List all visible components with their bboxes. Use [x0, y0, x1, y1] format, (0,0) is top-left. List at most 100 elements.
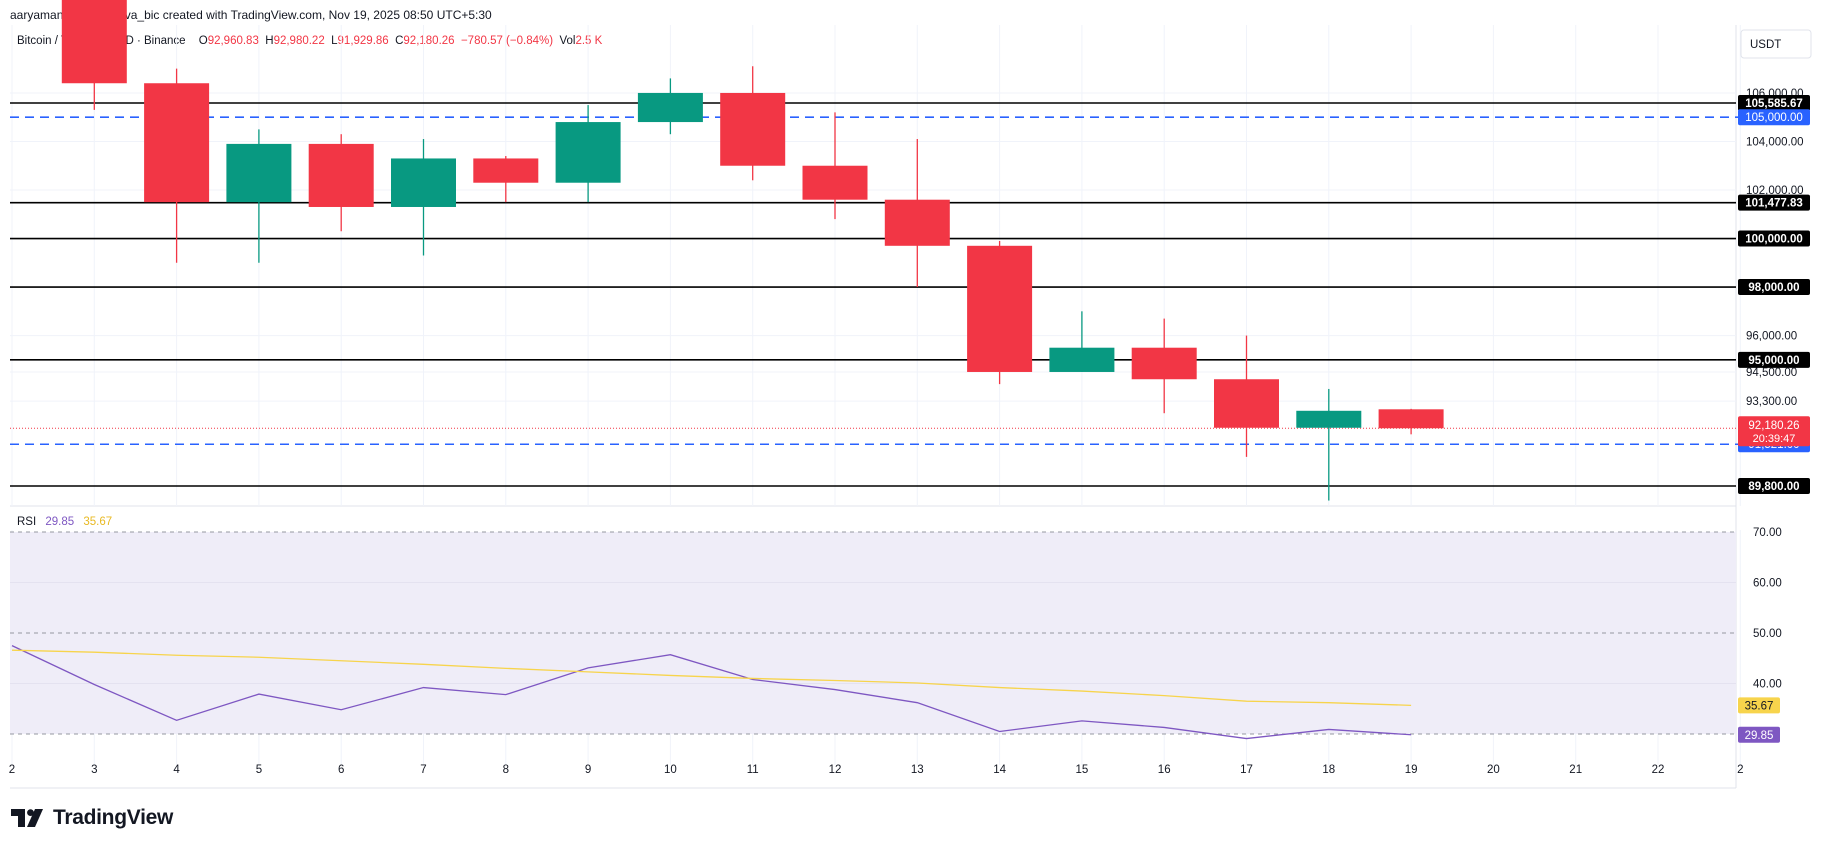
low-label: L	[331, 35, 338, 47]
time-tick-label: 12	[829, 764, 842, 776]
level-label: 101,477.83	[1745, 198, 1803, 210]
currency-label: USDT	[1750, 39, 1781, 51]
axis-layer: 106,000.00104,000.00102,000.0096,000.009…	[9, 29, 1812, 776]
rsi-band	[10, 532, 1736, 734]
rsi-tick-label: 40.00	[1753, 679, 1782, 691]
level-label-box	[1738, 478, 1810, 494]
time-tick-label: 13	[911, 764, 924, 776]
rsi-name[interactable]: RSI	[17, 516, 37, 528]
rsi-ma-value-label: 35.67	[1745, 700, 1774, 712]
rsi-legend: RSI 29.85 35.67	[17, 516, 112, 528]
rsi-tick-label: 50.00	[1753, 628, 1782, 640]
candle-body	[473, 158, 539, 183]
candle-body	[967, 245, 1033, 372]
low-value: 91,929.86	[337, 35, 389, 47]
time-tick-label: 22	[1652, 764, 1665, 776]
time-tick-label: 4	[173, 764, 180, 776]
open-value: 92,960.83	[207, 35, 259, 47]
time-tick-label: 10	[664, 764, 677, 776]
time-tick-label: 2	[9, 764, 15, 776]
current-price-box	[1738, 416, 1810, 447]
candle-body	[1049, 347, 1115, 372]
level-label: 98,000.00	[1748, 282, 1799, 294]
candle-body	[1378, 409, 1444, 429]
time-tick-label: 18	[1322, 764, 1335, 776]
chart-credit: aaryamann_shrivastava_bic created with T…	[10, 8, 492, 22]
price-tick-label: 93,300.00	[1746, 396, 1797, 408]
price-tick-label: 96,000.00	[1746, 331, 1797, 343]
dashed-label-box	[1738, 109, 1810, 126]
level-label-box	[1738, 194, 1810, 211]
candle-body	[61, 0, 127, 84]
level-label-box	[1738, 95, 1810, 111]
time-tick-label: 11	[747, 764, 759, 776]
dashed-level-label: 105,000.00	[1745, 112, 1803, 124]
close-value: 92,180.26	[403, 35, 455, 47]
candle-body	[884, 199, 950, 246]
level-label: 89,800.00	[1748, 481, 1799, 493]
candle-body	[144, 83, 210, 203]
price-tick-label: 104,000.00	[1746, 136, 1804, 148]
time-tick-label: 7	[420, 764, 426, 776]
candle-body	[1131, 347, 1197, 380]
time-tick-label: 14	[993, 764, 1006, 776]
price-tick-label: 102,000.00	[1746, 185, 1804, 197]
candle-body	[391, 158, 456, 207]
level-label-box	[1738, 351, 1810, 368]
time-tick-label: 8	[503, 764, 509, 776]
countdown-label: 20:39:47	[1753, 433, 1796, 445]
change-value: −780.57 (−0.84%)	[460, 35, 554, 47]
rsi-tick-label: 70.00	[1753, 527, 1782, 539]
rsi-ma-value-box	[1738, 697, 1780, 714]
time-tick-label: 20	[1487, 764, 1500, 776]
rsi-band-layer	[10, 531, 1736, 735]
time-tick-label: 3	[91, 764, 97, 776]
time-tick-label: 6	[338, 764, 344, 776]
rsi-line	[11, 645, 1412, 740]
level-label-box	[1738, 279, 1810, 296]
time-tick-label: 5	[256, 764, 262, 776]
high-value: 92,980.22	[273, 35, 325, 47]
rsi-layer	[11, 645, 1412, 740]
candles-layer	[61, 0, 1444, 501]
rsi-ma-line	[11, 649, 1412, 707]
time-tick-label: 15	[1076, 764, 1089, 776]
time-tick-label: 9	[585, 764, 591, 776]
candle-body	[1214, 379, 1279, 428]
level-lines-layer	[10, 102, 1786, 487]
rsi-value-label: 29.85	[1745, 730, 1774, 742]
chart-canvas[interactable]: 106,000.00104,000.00102,000.0096,000.009…	[0, 0, 1825, 800]
candle-body	[637, 92, 703, 123]
rsi-tick-label: 60.00	[1753, 578, 1782, 590]
tradingview-logo-icon	[11, 809, 43, 827]
currency-box	[1740, 29, 1812, 59]
candle-body	[308, 143, 374, 207]
time-tick-label: 19	[1405, 764, 1418, 776]
rsi-value: 29.85	[45, 516, 75, 528]
tradingview-logo[interactable]: TradingView	[11, 806, 173, 830]
candle-body	[720, 92, 786, 166]
level-label: 95,000.00	[1748, 355, 1799, 367]
time-tick-label: 2	[1737, 764, 1743, 776]
rsi-ma-value: 35.67	[83, 516, 113, 528]
time-tick-label: 17	[1240, 764, 1253, 776]
open-label: O	[198, 35, 208, 47]
candle-body	[555, 122, 621, 183]
time-tick-label: 16	[1158, 764, 1171, 776]
level-label: 100,000.00	[1745, 234, 1803, 246]
candle-body	[226, 143, 292, 203]
rsi-value-box	[1738, 726, 1780, 743]
vol-value: 2.5 K	[575, 35, 603, 47]
close-label: C	[395, 35, 404, 47]
symbol-legend: Bitcoin / TetherUS · 1D · Binance O92,96…	[17, 35, 602, 47]
current-price-label: 92,180.26	[1748, 420, 1799, 432]
high-label: H	[265, 35, 274, 47]
level-label: 105,585.67	[1745, 98, 1803, 110]
time-tick-label: 21	[1569, 764, 1582, 776]
vol-label: Vol	[559, 35, 576, 47]
price-tick-label: 94,500.00	[1746, 367, 1797, 379]
candle-body	[1296, 410, 1362, 428]
brand-name: TradingView	[53, 806, 174, 829]
candle-body	[802, 165, 868, 200]
level-label-box	[1738, 230, 1810, 247]
